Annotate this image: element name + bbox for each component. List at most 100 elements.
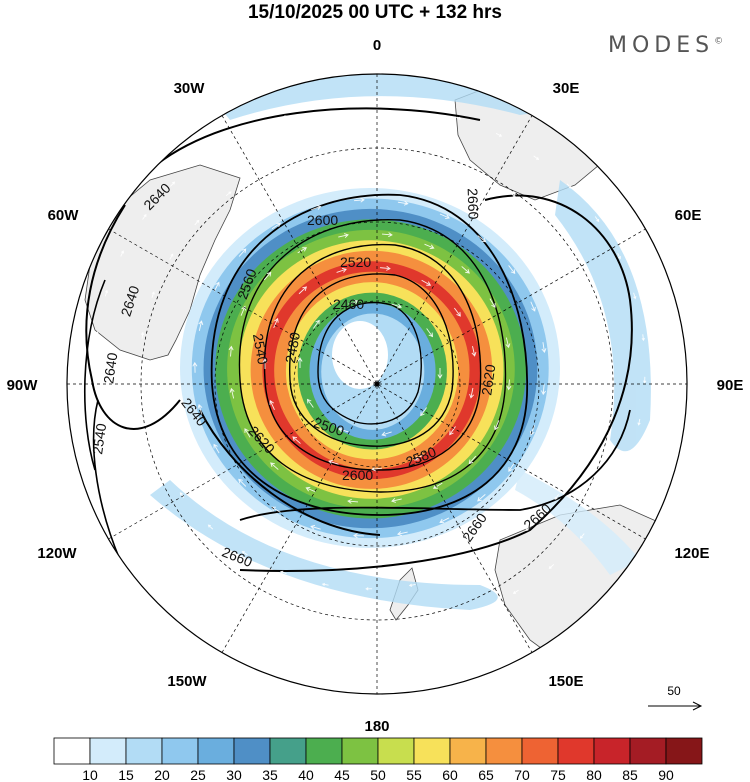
wind-arrow [381,232,393,238]
wind-vectors [93,102,647,633]
wind-arrow [183,562,190,568]
colorbar-swatch [305,737,343,765]
wind-arrow [203,153,209,159]
wind-arrow [213,281,220,292]
colorbar-swatch [89,737,127,765]
wind-speed-shading [180,188,560,548]
wind-arrow [280,570,287,575]
wind-arrow [420,407,427,417]
wind-arrow [437,368,443,379]
wind-arrow [179,492,185,498]
wind-arrow [469,387,475,399]
wind-arrow [594,216,600,223]
contour-label-2460: 2460 [333,296,364,312]
colorbar-swatch [665,737,703,765]
wind-arrow [641,334,645,342]
wind-arrow [194,219,200,226]
wind-arrow [328,459,339,465]
wind-arrow [471,346,477,357]
lon-label-60w: 60W [48,207,80,224]
colorbar-label: 40 [298,767,314,782]
wind-arrow [241,551,248,556]
colorbar-label: 50 [370,767,386,782]
reference-vector-head [692,701,703,711]
lat-circle-2 [214,221,540,547]
lon-label-90w: 90W [7,377,39,394]
contour-2500 [289,273,454,447]
wind-arrow [310,524,321,530]
colorbar-swatch [161,737,199,765]
wind-arrow [323,105,331,109]
wind-arrow [566,183,572,189]
wind-arrow [348,299,359,305]
wind-arrow [280,115,288,119]
wind-arrow [567,255,572,262]
lon-label-150e: 150E [548,673,583,690]
wind-arrow [321,582,329,587]
wind-arrow [432,482,443,489]
contour-2620 [210,193,528,516]
wind-arrow [510,192,516,198]
colorbar-label: 25 [190,767,206,782]
colorbar-label: 20 [154,767,170,782]
map-title: 15/10/2025 00 UTC + 132 hrs [247,2,503,23]
wind-arrow [477,235,487,243]
wind-arrow [313,319,320,329]
wind-arrow [192,361,198,373]
wind-arrow [238,248,247,257]
lon-label-120w: 120W [37,545,77,562]
wind-arrow [541,342,547,353]
colorbar-label: 70 [514,767,530,782]
brand-text: MODES [608,33,715,58]
wind-arrow [342,629,350,633]
wind-arrow [303,153,310,158]
wind-arrow [347,498,359,504]
contour-label-2520: 2520 [340,254,371,270]
wind-arrow [579,533,585,539]
wind-arrow [408,583,416,587]
contour-2540-far [92,399,121,561]
graticule [67,74,687,694]
contour-label-2660-north: 2660 [465,188,482,220]
wind-arrow [262,358,268,369]
longitude-labels: 0 30E 60E 90E 120E 150E 180 150W 120W 90… [7,37,744,735]
patch-east [555,180,651,452]
wind-arrow [468,455,477,465]
wind-arrow [153,531,159,537]
wind-arrow [473,609,480,614]
meridian-60 [108,228,646,540]
wind-arrow [140,331,145,339]
wind-arrow [353,533,364,539]
wind-arrow [548,564,555,569]
colorbar-label: 15 [118,767,134,782]
wind-arrow [306,398,314,408]
wind-arrow [104,289,109,297]
wind-arrow [512,589,519,594]
meridian-150 [221,115,533,653]
wind-arrow [244,428,251,438]
wind-arrow [542,221,547,228]
height-contours [84,107,633,572]
map-boundary [66,73,688,695]
lon-label-30w: 30W [174,80,206,97]
contour-2540-outer [84,279,106,471]
wind-arrow [554,494,559,501]
wind-arrow [345,146,353,150]
contour-label-2480: 2480 [282,331,303,365]
wind-arrow [151,291,155,298]
wind-arrow [271,222,282,230]
wind-arrow [238,478,247,487]
wind-arrow [430,623,438,627]
colorbar-label: 75 [550,767,566,782]
colorbar-swatch [521,737,559,765]
colorbar-swatch [449,737,487,765]
wind-arrow [381,431,392,437]
colorbar-label: 85 [622,767,638,782]
wind-arrow [453,307,461,317]
wind-arrow [158,455,163,462]
colorbar-label: 30 [226,767,242,782]
copyright-mark: © [714,36,724,47]
colorbar-label: 45 [334,767,350,782]
wind-arrow [605,498,610,505]
